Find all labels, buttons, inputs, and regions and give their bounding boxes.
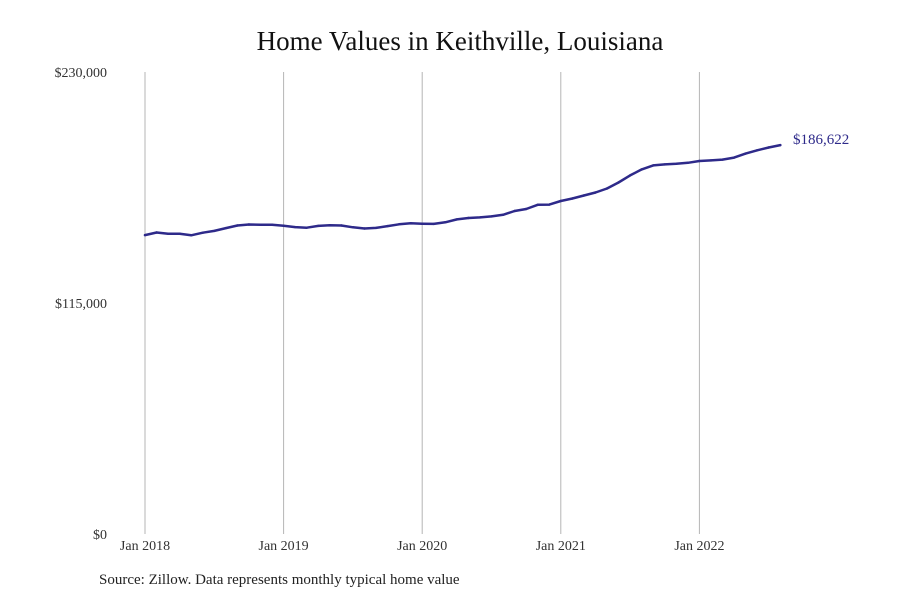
end-value-label: $186,622 <box>793 132 849 148</box>
x-axis-ticks: Jan 2018 Jan 2019 Jan 2020 Jan 2021 Jan 2022 <box>120 539 725 554</box>
data-point <box>259 223 262 226</box>
data-point <box>756 149 759 152</box>
data-point <box>282 224 285 227</box>
data-point <box>293 225 297 229</box>
data-point <box>143 233 147 237</box>
chart-title: Home Values in Keithville, Louisiana <box>256 26 664 56</box>
x-tick-label: Jan 2021 <box>536 539 586 554</box>
data-point <box>351 226 355 229</box>
data-point <box>744 152 747 155</box>
end-label-layer: $186,622 <box>793 132 849 148</box>
data-point <box>386 224 389 228</box>
data-point <box>213 229 216 233</box>
data-point <box>490 215 493 218</box>
data-point <box>513 209 516 213</box>
data-point <box>270 223 274 226</box>
data-point <box>686 161 690 164</box>
data-point <box>582 194 586 197</box>
data-point <box>190 234 193 237</box>
y-tick-label: $230,000 <box>55 66 108 81</box>
data-point <box>166 232 170 235</box>
data-point <box>374 226 378 230</box>
source-note: Source: Zillow. Data represents monthly … <box>99 572 460 588</box>
data-point <box>340 224 343 227</box>
data-point <box>617 181 620 184</box>
data-point <box>709 159 713 162</box>
data-point <box>571 197 574 200</box>
x-tick-label: Jan 2020 <box>397 539 447 554</box>
data-point <box>178 232 181 235</box>
data-point <box>444 221 447 224</box>
data-point <box>594 191 597 194</box>
x-tick-label: Jan 2022 <box>674 539 724 554</box>
x-tick-label: Jan 2018 <box>120 539 170 554</box>
data-point <box>305 226 308 229</box>
data-point <box>605 187 609 190</box>
data-point <box>640 168 643 171</box>
data-point <box>698 159 701 163</box>
series-layer <box>143 143 782 237</box>
data-point <box>628 174 632 177</box>
home-value-line <box>143 143 782 237</box>
data-point <box>363 227 366 230</box>
data-point <box>525 207 528 211</box>
gridlines <box>144 72 700 534</box>
data-point <box>559 199 562 203</box>
data-point <box>501 213 505 216</box>
data-point <box>732 156 736 159</box>
y-tick-label: $0 <box>93 528 107 543</box>
data-point <box>421 222 424 225</box>
data-point <box>409 222 412 225</box>
data-point <box>779 143 782 147</box>
data-point <box>328 224 331 227</box>
data-point <box>478 216 482 219</box>
data-point <box>767 146 770 149</box>
data-point <box>675 162 678 165</box>
x-tick-label: Jan 2019 <box>259 539 309 554</box>
data-point <box>155 231 158 234</box>
data-point <box>432 222 435 226</box>
data-point <box>236 224 239 227</box>
y-tick-label: $115,000 <box>55 297 107 312</box>
data-point <box>455 218 459 221</box>
data-point <box>247 223 251 226</box>
data-point <box>536 203 539 206</box>
data-point <box>317 224 320 228</box>
data-point <box>663 163 666 166</box>
data-point <box>548 203 551 206</box>
data-point <box>397 223 401 226</box>
data-point <box>721 158 724 161</box>
data-point <box>467 216 470 220</box>
data-point <box>224 226 228 230</box>
data-point <box>201 231 204 234</box>
y-axis-ticks: $0 $115,000 $230,000 <box>55 66 108 543</box>
data-point <box>652 164 655 167</box>
